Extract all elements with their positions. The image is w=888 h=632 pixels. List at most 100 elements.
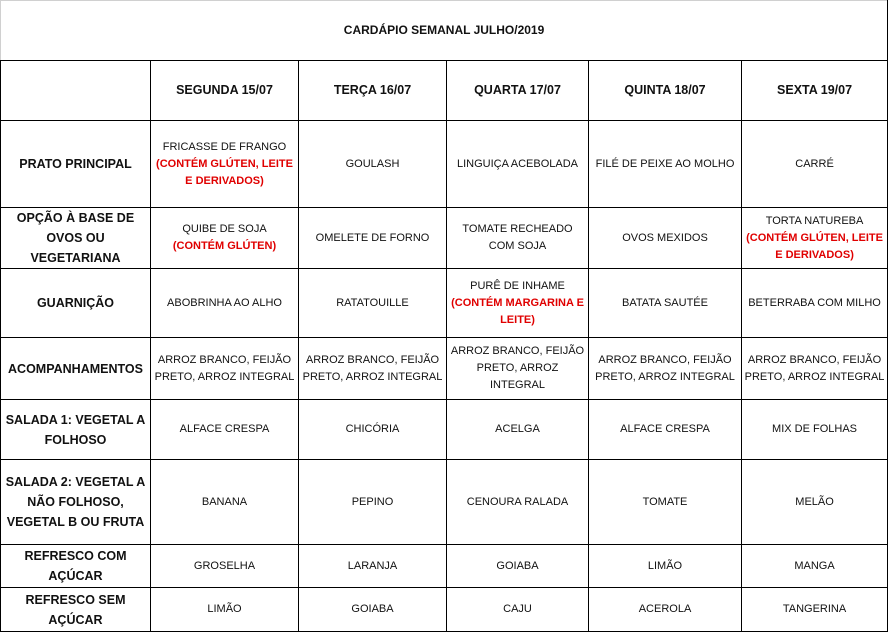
- dish-name: QUIBE DE SOJA: [182, 223, 267, 235]
- dish-name: CHICÓRIA: [345, 423, 400, 435]
- dish-name: LIMÃO: [207, 603, 242, 615]
- menu-cell: ARROZ BRANCO, FEIJÃO PRETO, ARROZ INTEGR…: [150, 337, 299, 400]
- menu-row: ACOMPANHAMENTOS ARROZ BRANCO, FEIJÃO PRET…: [0, 337, 888, 400]
- menu-cell: ARROZ BRANCO, FEIJÃO PRETO, ARROZ INTEGR…: [588, 337, 742, 400]
- allergen-warning: (CONTÉM MARGARINA E LEITE): [451, 296, 584, 326]
- dish-name: GOULASH: [345, 157, 400, 170]
- menu-cell: MIX DE FOLHAS: [740, 399, 888, 460]
- dish-name: LARANJA: [347, 559, 398, 572]
- dish-name: BETERRABA COM MILHO: [748, 296, 881, 309]
- menu-cell: BANANA: [150, 459, 299, 545]
- dish-name: PURÊ DE INHAME: [470, 279, 565, 292]
- menu-cell: ALFACE CRESPA: [588, 399, 742, 460]
- menu-cell: ARROZ BRANCO, FEIJÃO PRETO, ARROZ INTEGR…: [298, 337, 447, 400]
- dish-name: ARROZ BRANCO, FEIJÃO PRETO, ARROZ INTEGR…: [595, 353, 735, 383]
- menu-cell: GROSELHA: [150, 544, 299, 588]
- menu-cell: ACEROLA: [588, 587, 742, 632]
- day-header: TERÇA 16/07: [298, 60, 447, 121]
- menu-cell: GOIABA: [298, 587, 447, 632]
- menu-title: CARDÁPIO SEMANAL JULHO/2019: [0, 0, 888, 61]
- dish-name: MIX DE FOLHAS: [772, 423, 858, 435]
- menu-cell: LIMÃO: [150, 587, 299, 632]
- row-label: SALADA 1: VEGETAL A FOLHOSO: [0, 399, 151, 460]
- dish-name: ARROZ BRANCO, FEIJÃO PRETO, ARROZ INTEGR…: [154, 353, 295, 383]
- menu-cell: LINGUIÇA ACEBOLADA: [446, 120, 589, 208]
- menu-cell: CENOURA RALADA: [446, 459, 589, 545]
- row-label: REFRESCO COM AÇÚCAR: [0, 544, 151, 588]
- row-label: ACOMPANHAMENTOS: [0, 337, 151, 400]
- dish-name: BANANA: [201, 495, 248, 508]
- menu-cell: PURÊ DE INHAME (CONTÉM MARGARINA E LEITE): [446, 268, 589, 338]
- allergen-warning: (CONTÉM GLÚTEN, LEITE E DERIVADOS): [746, 231, 883, 261]
- day-header: QUINTA 18/07: [588, 60, 742, 121]
- dish-name: ALFACE CRESPA: [179, 423, 270, 435]
- dish-name: GOIABA: [496, 559, 539, 572]
- dish-name: ALFACE CRESPA: [620, 423, 710, 435]
- dish-name: TANGERINA: [782, 603, 847, 615]
- row-label: PRATO PRINCIPAL: [0, 120, 151, 208]
- menu-cell: ALFACE CRESPA: [150, 399, 299, 460]
- menu-row: REFRESCO SEM AÇÚCAR LIMÃO GOIABA CAJU ACEROL…: [0, 587, 888, 632]
- menu-cell: RATATOUILLE: [298, 268, 447, 338]
- menu-cell: FILÉ DE PEIXE AO MOLHO: [588, 120, 742, 208]
- menu-cell: CAJU: [446, 587, 589, 632]
- menu-cell: GOIABA: [446, 544, 589, 588]
- dish-name: MELÃO: [795, 495, 834, 508]
- menu-cell: QUIBE DE SOJA (CONTÉM GLÚTEN): [150, 207, 299, 269]
- dish-name: CARRÉ: [795, 157, 834, 170]
- menu-cell: BATATA SAUTÉE: [588, 268, 742, 338]
- menu-cell: MANGA: [740, 544, 888, 588]
- menu-cell: CHICÓRIA: [298, 399, 447, 460]
- dish-name: TORTA NATUREBA: [765, 214, 864, 227]
- menu-row: REFRESCO COM AÇÚCAR GROSELHA LARANJA GOIABA…: [0, 544, 888, 588]
- menu-cell: BETERRABA COM MILHO: [740, 268, 888, 338]
- menu-row: PRATO PRINCIPAL FRICASSE DE FRANGO (CONTÉM…: [0, 120, 888, 208]
- dish-name: ACEROLA: [638, 603, 692, 615]
- row-label: REFRESCO SEM AÇÚCAR: [0, 587, 151, 632]
- corner-cell: [0, 60, 151, 121]
- dish-name: FRICASSE DE FRANGO: [162, 140, 287, 153]
- title-row: CARDÁPIO SEMANAL JULHO/2019: [0, 0, 888, 61]
- dish-name: OMELETE DE FORNO: [315, 231, 430, 244]
- dish-name: FILÉ DE PEIXE AO MOLHO: [595, 157, 735, 170]
- row-label: GUARNIÇÃO: [0, 268, 151, 338]
- menu-cell: TOMATE: [588, 459, 742, 545]
- dish-name: GOIABA: [351, 603, 394, 615]
- dish-name: LIMÃO: [647, 559, 683, 572]
- menu-cell: ABOBRINHA AO ALHO: [150, 268, 299, 338]
- row-label: OPÇÃO À BASE DE OVOS OU VEGETARIANA: [0, 207, 151, 269]
- dish-name: ABOBRINHA AO ALHO: [167, 296, 282, 309]
- menu-row: GUARNIÇÃO ABOBRINHA AO ALHO RATATOUILLE PUR…: [0, 268, 888, 338]
- menu-row: OPÇÃO À BASE DE OVOS OU VEGETARIANA QUIBE…: [0, 207, 888, 269]
- dish-name: CENOURA RALADA: [466, 495, 569, 508]
- dish-name: ARROZ BRANCO, FEIJÃO PRETO, ARROZ INTEGR…: [450, 345, 585, 391]
- dish-name: GROSELHA: [193, 559, 256, 572]
- menu-cell: ARROZ BRANCO, FEIJÃO PRETO, ARROZ INTEGR…: [740, 337, 888, 400]
- day-header: SEGUNDA 15/07: [150, 60, 299, 121]
- menu-cell: OVOS MEXIDOS: [588, 207, 742, 269]
- menu-cell: ARROZ BRANCO, FEIJÃO PRETO, ARROZ INTEGR…: [446, 337, 589, 400]
- menu-cell: ACELGA: [446, 399, 589, 460]
- menu-cell: OMELETE DE FORNO: [298, 207, 447, 269]
- menu-cell: TANGERINA: [740, 587, 888, 632]
- menu-cell: TOMATE RECHEADO COM SOJA: [446, 207, 589, 269]
- menu-cell: CARRÉ: [740, 120, 888, 208]
- dish-name: RATATOUILLE: [336, 296, 409, 309]
- menu-cell: FRICASSE DE FRANGO (CONTÉM GLÚTEN, LEITE …: [150, 120, 299, 208]
- menu-cell: LARANJA: [298, 544, 447, 588]
- row-label: SALADA 2: VEGETAL A NÃO FOLHOSO, VEGETAL…: [0, 459, 151, 545]
- menu-row: SALADA 2: VEGETAL A NÃO FOLHOSO, VEGETAL…: [0, 459, 888, 545]
- allergen-warning: (CONTÉM GLÚTEN): [172, 240, 277, 252]
- header-row: SEGUNDA 15/07 TERÇA 16/07 QUARTA 17/07 QUIN…: [0, 60, 888, 121]
- dish-name: ARROZ BRANCO, FEIJÃO PRETO, ARROZ INTEGR…: [744, 353, 885, 383]
- menu-cell: TORTA NATUREBA (CONTÉM GLÚTEN, LEITE E DE…: [740, 207, 888, 269]
- dish-name: CAJU: [503, 603, 532, 615]
- dish-name: OVOS MEXIDOS: [622, 231, 708, 244]
- dish-name: ARROZ BRANCO, FEIJÃO PRETO, ARROZ INTEGR…: [302, 353, 443, 383]
- dish-name: PEPINO: [351, 495, 394, 508]
- dish-name: TOMATE RECHEADO COM SOJA: [462, 223, 573, 252]
- menu-cell: LIMÃO: [588, 544, 742, 588]
- dish-name: BATATA SAUTÉE: [622, 296, 708, 309]
- day-header: SEXTA 19/07: [740, 60, 888, 121]
